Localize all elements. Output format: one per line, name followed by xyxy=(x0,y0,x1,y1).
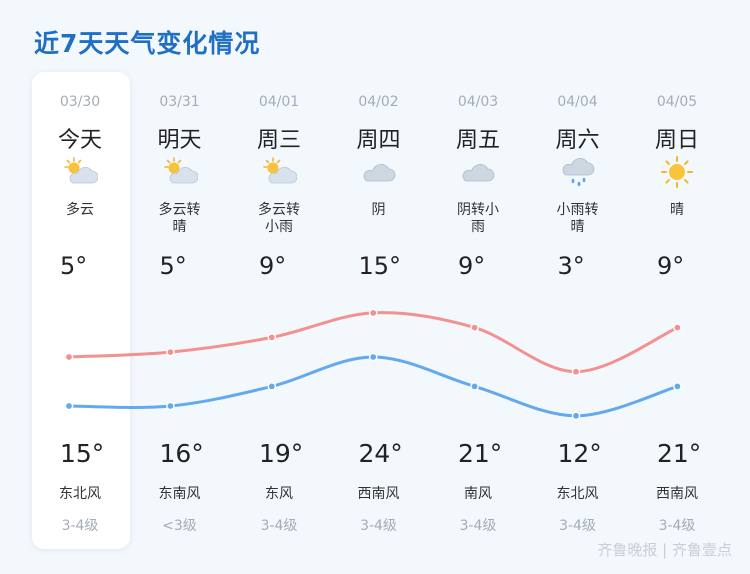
low-temperature: 9° xyxy=(657,252,685,280)
rain-cloud-icon xyxy=(560,156,596,188)
low-temperature-point xyxy=(470,382,479,391)
weather-condition: 小雨转晴 xyxy=(548,202,608,236)
weather-condition: 多云转晴 xyxy=(150,202,210,236)
wind-level: 3-4级 xyxy=(658,518,696,534)
wind-level: 3-4级 xyxy=(260,518,298,534)
low-temperature: 3° xyxy=(557,252,585,280)
high-temperature: 12° xyxy=(557,439,602,468)
weather-condition: 多云转 小雨 xyxy=(249,202,309,236)
wind-direction: 西南风 xyxy=(357,486,400,502)
condition-line: 多云 xyxy=(66,202,94,218)
weather-condition: 多云 xyxy=(50,202,110,219)
high-temperature-point xyxy=(673,323,682,332)
day-column: 04/02 周四阴 15° 24° 西南风 3-4级 xyxy=(329,72,429,542)
day-date: 04/01 xyxy=(258,94,300,110)
wind-level: <3级 xyxy=(162,518,197,534)
low-temperature: 5° xyxy=(159,252,187,280)
low-temperature: 9° xyxy=(259,252,287,280)
day-date: 03/30 xyxy=(59,94,101,110)
day-column: 03/31 明天多云转晴 5° 16° 东南风 <3级 xyxy=(130,72,230,542)
high-temperature-point xyxy=(64,352,74,362)
partly-cloudy-icon xyxy=(261,156,298,188)
wind-direction: 东风 xyxy=(265,486,293,502)
day-column: 04/01 周三多云转 小雨 9° 19° 东风 3-4级 xyxy=(229,72,329,542)
wind-level: 3-4级 xyxy=(61,518,99,534)
wind-level: 3-4级 xyxy=(459,518,497,534)
day-column: 04/04 周六小雨转晴 3° 12° 东北风 3-4级 xyxy=(528,72,628,542)
watermark: 齐鲁晚报 | 齐鲁壹点 xyxy=(597,541,732,559)
day-name: 周四 xyxy=(356,128,401,153)
high-temperature-point xyxy=(571,367,581,377)
low-temperature-point xyxy=(166,401,175,411)
high-temperature-point xyxy=(267,333,277,342)
wind-direction: 西南风 xyxy=(656,486,698,502)
day-name: 明天 xyxy=(157,128,202,153)
condition-line: 晴 xyxy=(172,219,187,235)
day-date: 04/02 xyxy=(358,94,399,110)
wind-level: 3-4级 xyxy=(360,518,397,534)
condition-line: 小雨转 xyxy=(556,202,599,218)
low-temperature-point xyxy=(571,411,581,421)
condition-line: 晴 xyxy=(670,202,684,218)
weather-condition: 晴 xyxy=(647,202,707,219)
condition-line: 阴转小 xyxy=(457,202,499,218)
high-temperature: 15° xyxy=(60,439,105,468)
condition-line: 雨 xyxy=(471,219,485,235)
weather-condition: 阴转小雨 xyxy=(448,202,508,236)
wind-level: 3-4级 xyxy=(559,518,596,534)
day-date: 03/31 xyxy=(159,94,200,110)
day-name: 今天 xyxy=(57,128,102,153)
high-temperature-point xyxy=(470,323,479,332)
today-highlight-card xyxy=(32,72,130,549)
day-name: 周三 xyxy=(256,128,301,153)
wind-direction: 南风 xyxy=(464,486,492,502)
high-temperature-point xyxy=(166,347,175,357)
partly-cloudy-icon xyxy=(62,156,99,188)
low-temperature-point xyxy=(368,352,378,362)
condition-line: 多云转 xyxy=(258,202,300,218)
low-temperature-point xyxy=(267,382,277,391)
day-name: 周六 xyxy=(555,128,600,153)
day-column: 04/03 周五阴转小雨 9° 21° 南风 3-4级 xyxy=(428,72,528,542)
day-date: 04/04 xyxy=(557,94,598,110)
page-title: 近7天天气变化情况 xyxy=(34,29,261,58)
low-temperature-point xyxy=(64,401,74,411)
high-temperature: 21° xyxy=(458,439,503,468)
condition-line: 多云转 xyxy=(158,202,201,218)
wind-direction: 东南风 xyxy=(158,486,201,502)
cloud-icon xyxy=(460,156,496,188)
wind-direction: 东北风 xyxy=(556,486,599,502)
low-temperature-point xyxy=(673,382,682,391)
day-date: 04/05 xyxy=(656,94,698,110)
sun-icon xyxy=(659,156,695,188)
wind-direction: 东北风 xyxy=(59,486,101,502)
high-temperature: 16° xyxy=(159,439,204,468)
low-temperature: 15° xyxy=(358,252,402,280)
condition-line: 小雨 xyxy=(265,219,293,235)
low-temperature: 5° xyxy=(60,252,88,280)
day-column: 03/30 今天多云 5° 15° 东北风 3-4级 xyxy=(30,72,130,542)
day-date: 04/03 xyxy=(457,94,499,110)
high-temperature: 21° xyxy=(657,439,702,468)
high-temperature: 24° xyxy=(358,439,403,468)
condition-line: 阴 xyxy=(371,202,386,218)
weather-condition: 阴 xyxy=(349,202,409,219)
high-temperature-point xyxy=(368,308,378,318)
partly-cloudy-icon xyxy=(162,156,198,188)
day-column: 04/05 周日晴 9° 21° 西南风 3-4级 xyxy=(627,72,727,542)
cloud-icon xyxy=(361,156,397,188)
low-temperature: 9° xyxy=(458,252,486,280)
condition-line: 晴 xyxy=(570,219,585,235)
high-temperature: 19° xyxy=(259,439,304,468)
day-name: 周日 xyxy=(654,128,699,153)
day-name: 周五 xyxy=(455,128,500,153)
